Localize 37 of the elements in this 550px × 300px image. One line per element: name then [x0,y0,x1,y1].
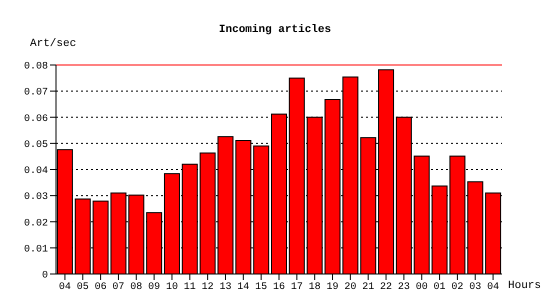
x-tick-label: 12 [202,282,214,294]
x-tick-label: 02 [451,282,464,294]
y-tick-label: 0.08 [24,62,48,73]
x-tick-label: 21 [362,282,374,294]
x-tick-label: 13 [219,282,232,294]
y-tick-label: 0.04 [24,166,48,178]
x-tick-label: 00 [416,282,428,294]
x-tick-label: 16 [272,282,286,294]
x-tick-label: 04 [487,282,500,294]
x-tick-label: 14 [237,282,250,294]
x-tick-label: 11 [184,282,196,294]
y-tick-label: 0.05 [24,140,48,151]
x-tick-label: 05 [76,282,89,294]
y-tick-label: 0.06 [24,114,48,125]
y-tick-label: 0.02 [24,218,48,230]
x-tick-label: 23 [398,282,410,294]
x-tick-label: 08 [130,282,142,294]
x-tick-label: 04 [58,282,71,294]
x-tick-label: 09 [148,282,160,294]
x-tick-label: 06 [94,282,107,294]
x-tick-label: 18 [308,282,321,294]
chart-title: Incoming articles [218,24,332,36]
y-tick-label: 0.07 [24,88,48,99]
x-tick-label: 22 [380,282,392,294]
y-tick-label: 0.01 [24,244,48,256]
x-tick-label: 07 [112,282,124,294]
x-axis-title: Hours [508,280,542,292]
x-tick-label: 03 [469,282,482,294]
x-tick-label: 15 [255,282,268,294]
y-tick-label: 0.03 [24,192,48,204]
x-tick-label: 10 [166,282,178,294]
x-tick-label: 20 [344,282,356,294]
x-tick-label: 01 [434,282,446,294]
y-axis-title: Art/sec [30,38,76,50]
y-tick-label: 0 [42,270,48,282]
x-tick-label: 19 [326,282,339,294]
x-tick-label: 17 [290,282,303,294]
